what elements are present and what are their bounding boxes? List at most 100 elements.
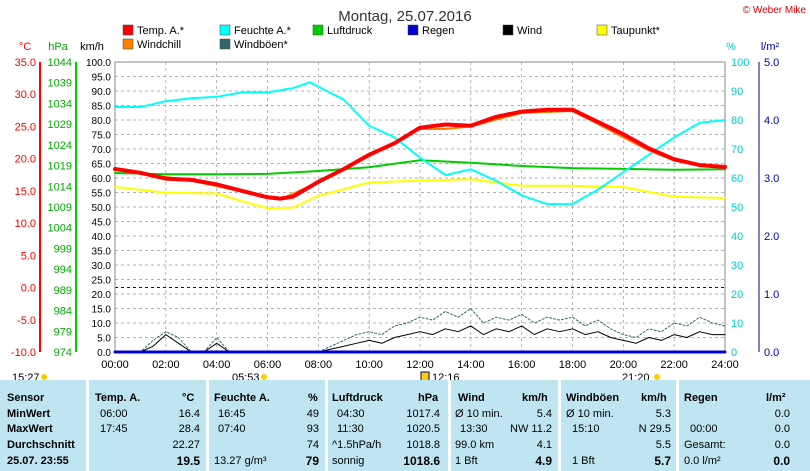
temp-min-time: 06:00 [100, 408, 128, 420]
wind-tick-label: 50.0 [92, 203, 112, 214]
rain-tick-label: 3.0 [764, 173, 779, 185]
wind-tick-label: 95.0 [92, 73, 112, 84]
rain-unit: l/m² [766, 392, 786, 404]
wind-unit-label: km/h [80, 41, 104, 53]
wind-max-value: NW 11.2 [510, 423, 552, 435]
rain-unit-label: l/m² [761, 41, 780, 53]
humidity-tick-label: 80 [731, 115, 743, 127]
pressure-tick-label: 1024 [48, 140, 72, 152]
temp-max-value: 28.4 [178, 423, 200, 435]
humidity-average: 74 [306, 439, 319, 451]
legend-label-dewpoint: Taupunkt* [611, 25, 661, 37]
humidity-header: Feuchte A. [214, 392, 270, 404]
rain-total-label: Gesamt: [684, 439, 726, 451]
pressure-header: Luftdruck [332, 392, 383, 404]
series-line-temp-a [113, 107, 727, 201]
column-separator [325, 380, 328, 471]
solar-noon-icon [420, 371, 430, 380]
wind-tick-label: 25.0 [92, 276, 112, 287]
temp-tick-label: 0.0 [21, 283, 36, 295]
legend-swatch-windchill [122, 38, 134, 50]
pressure-tick-label: 1034 [48, 98, 72, 110]
wind-tick-label: 0.0 [97, 348, 111, 359]
rain-total: 0.0 [774, 439, 790, 451]
temp-tick-label: 30.0 [15, 89, 36, 101]
column-separator [558, 380, 561, 471]
gusts-max-value: N 29.5 [638, 423, 671, 435]
temp-tick-label: -10.0 [11, 347, 36, 359]
humidity-min-value: 49 [306, 408, 319, 420]
wind-avg-label: Ø 10 min. [455, 408, 503, 420]
row-label-current-time: 25.07. 23:55 [7, 455, 69, 467]
wind-unit: km/h [522, 392, 548, 404]
pressure-tick-label: 1004 [48, 223, 72, 235]
solar-noon-time: 12:16 [432, 372, 460, 380]
gusts-avg-label: Ø 10 min. [566, 408, 614, 420]
pressure-unit-label: hPa [48, 41, 68, 53]
column-separator [86, 380, 89, 471]
row-label-min: MinWert [7, 408, 51, 420]
wind-tick-label: 15.0 [92, 305, 112, 316]
rain-max-value: 0.0 [774, 423, 790, 435]
sun-icon [41, 374, 47, 380]
time-tick-label: 18:00 [559, 359, 587, 371]
gusts-max-time: 15:10 [572, 423, 600, 435]
legend-swatch-humidity [219, 24, 231, 36]
statistics-table: Sensor MinWert MaxWert Durchschnitt 25.0… [0, 380, 810, 471]
temp-min-value: 16.4 [178, 408, 200, 420]
time-tick-label: 12:00 [406, 359, 434, 371]
rain-tick-label: 2.0 [764, 231, 779, 243]
gusts-avg-value: 5.3 [655, 408, 671, 420]
series-line-luftdruck [114, 159, 726, 176]
time-tick-label: 16:00 [508, 359, 536, 371]
rain-current-label: 0.0 l/m² [684, 455, 721, 467]
humidity-min-time: 16:45 [218, 408, 246, 420]
humidity-unit-label: % [726, 41, 736, 53]
pressure-max-value: 1020.5 [406, 423, 440, 435]
row-label-max: MaxWert [7, 423, 53, 435]
wind-tick-label: 85.0 [92, 102, 112, 113]
legend-label-humidity: Feuchte A.* [234, 25, 292, 37]
temp-average: 22.27 [172, 439, 200, 451]
time-tick-label: 24:00 [711, 359, 739, 371]
gusts-current: 5.7 [654, 454, 671, 468]
legend-swatch-rain [407, 24, 419, 36]
humidity-tick-label: 50 [731, 202, 743, 214]
wind-tick-label: 100.0 [86, 58, 111, 69]
sunrise-icon [261, 374, 267, 380]
humidity-unit: % [308, 392, 318, 404]
weather-condition: sonnig [332, 455, 365, 467]
humidity-tick-label: 40 [731, 231, 743, 243]
humidity-tick-label: 10 [731, 318, 743, 330]
temp-tick-label: 20.0 [15, 154, 36, 166]
pressure-tick-label: 1029 [48, 119, 72, 131]
wind-header: Wind [458, 392, 485, 404]
pressure-max-time: 11:30 [337, 423, 364, 435]
wind-tick-label: 30.0 [92, 261, 112, 272]
humidity-tick-label: 60 [731, 173, 743, 185]
legend-label-pressure: Luftdruck [327, 25, 373, 37]
wind-tick-label: 60.0 [92, 174, 112, 185]
pressure-tick-label: 994 [54, 264, 72, 276]
pressure-tick-label: 1014 [48, 181, 72, 193]
gusts-unit: km/h [641, 392, 667, 404]
wind-tick-label: 20.0 [92, 290, 112, 301]
humidity-tick-label: 0 [731, 347, 737, 359]
rain-current: 0.0 [773, 454, 790, 468]
pressure-tick-label: 989 [54, 285, 72, 297]
sunrise-time: 05:53 [232, 372, 260, 380]
row-label-sensor: Sensor [7, 392, 45, 404]
pressure-tick-label: 1044 [48, 57, 72, 69]
time-tick-label: 02:00 [152, 359, 180, 371]
column-separator [206, 380, 209, 471]
time-tick-label: 04:00 [203, 359, 231, 371]
series-line-wind [114, 325, 726, 353]
humidity-tick-label: 30 [731, 260, 743, 272]
humidity-tick-label: 100 [731, 57, 749, 69]
humidity-tick-label: 70 [731, 144, 743, 156]
temp-current: 19.5 [176, 454, 200, 468]
humidity-tick-label: 20 [731, 289, 743, 301]
legend-swatch-pressure [312, 24, 324, 36]
wind-tick-label: 5.0 [97, 334, 111, 345]
wind-tick-label: 75.0 [92, 131, 112, 142]
